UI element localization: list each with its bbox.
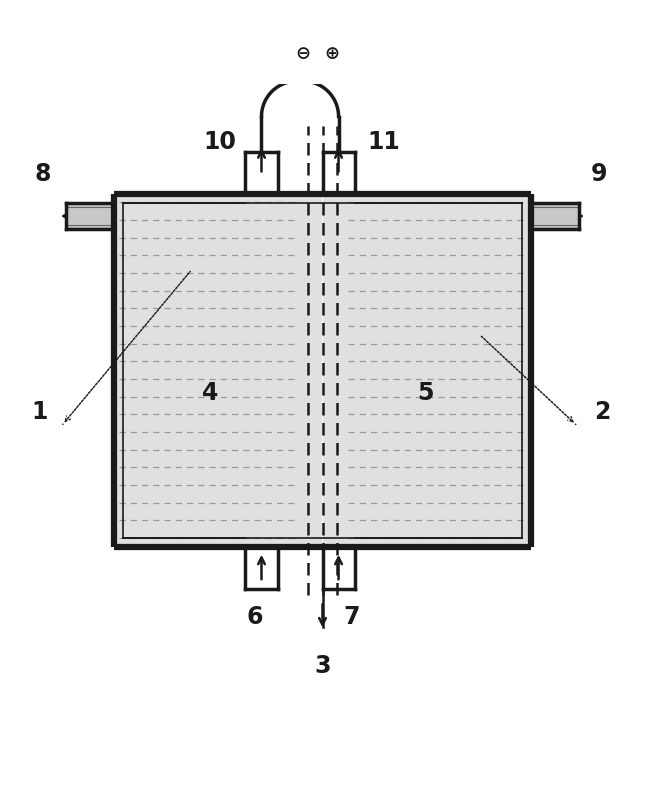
Bar [322, 194, 531, 547]
Text: 11: 11 [367, 131, 400, 154]
Bar [531, 204, 579, 229]
Text: 6: 6 [247, 606, 263, 629]
Text: 5: 5 [417, 380, 433, 405]
Text: ⊕: ⊕ [324, 45, 340, 63]
Text: 2: 2 [593, 400, 610, 424]
Text: 7: 7 [343, 606, 360, 629]
Text: 1: 1 [32, 400, 48, 424]
Bar [114, 194, 322, 547]
Text: 10: 10 [203, 131, 236, 154]
Text: 3: 3 [314, 654, 331, 678]
Text: 9: 9 [590, 162, 607, 187]
Text: ⊖: ⊖ [295, 45, 311, 63]
Bar [66, 204, 114, 229]
Text: 8: 8 [35, 162, 52, 187]
Circle shape [305, 28, 359, 81]
Circle shape [276, 28, 330, 81]
Text: 4: 4 [202, 380, 218, 405]
